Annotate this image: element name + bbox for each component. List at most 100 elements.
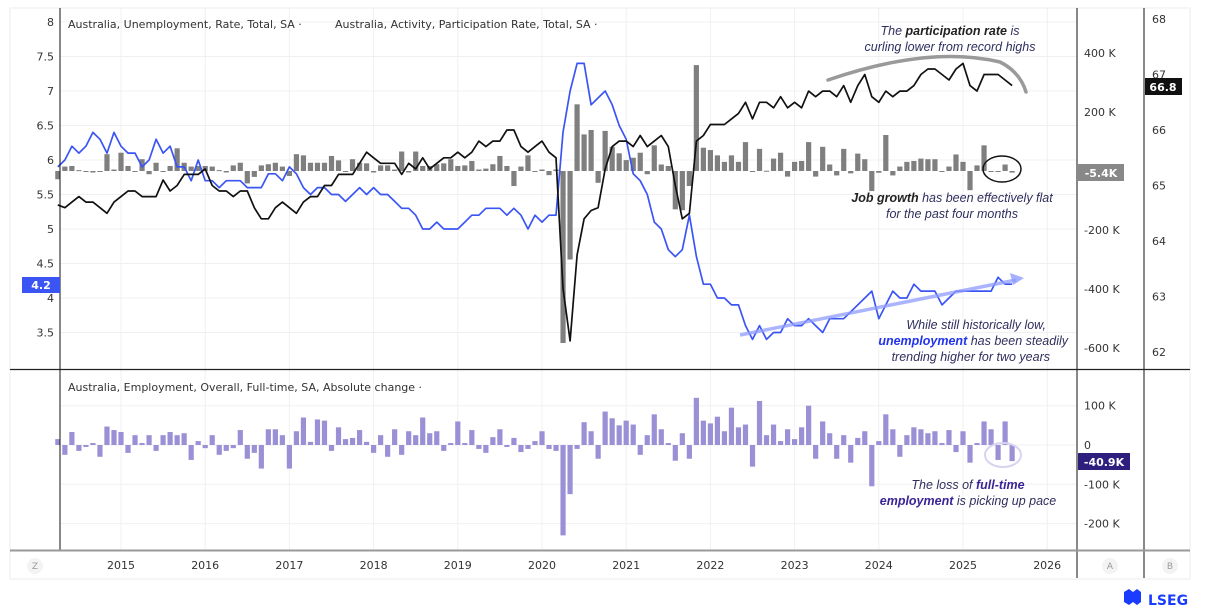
unemployment-last-label: 4.2 (31, 279, 51, 292)
scale-a-button[interactable]: A (1102, 558, 1118, 574)
fulltime-change-bar (742, 424, 749, 445)
scale-b-button[interactable]: B (1162, 558, 1178, 574)
fulltime-change-bar (300, 417, 307, 445)
job-change-bar (188, 166, 194, 171)
legend-fulltime[interactable]: Australia, Employment, Overall, Full-tim… (68, 381, 422, 394)
fulltime-change-bar (356, 430, 363, 445)
fulltime-change-bar (293, 431, 300, 445)
fulltime-change-bar (392, 429, 398, 445)
job-change-bar (862, 159, 868, 171)
fulltime-change-bar (385, 445, 391, 457)
job-change-bar (111, 169, 117, 171)
fulltime-change-bar (62, 445, 68, 455)
scale-b-label: B (1167, 562, 1173, 572)
fulltime-change-bar (104, 426, 110, 445)
fulltime-change-bar (567, 445, 573, 495)
job-change-bar (279, 166, 285, 171)
annotation-fulltime-line1: The loss of full-time (911, 478, 1024, 492)
fulltime-change-bar (286, 445, 292, 469)
job-change-bar (174, 148, 180, 171)
fulltime-change-bar (455, 421, 461, 445)
fulltime-change-bar (735, 427, 742, 445)
job-change-bar (314, 162, 321, 171)
fulltime-change-bar (497, 429, 503, 445)
left-scale-button[interactable]: Z (27, 558, 43, 574)
job-change-bar (820, 146, 826, 171)
annotation-unemployment-line2: unemployment has been steadily (878, 334, 1068, 348)
fulltime-change-bar (728, 407, 735, 445)
right-a-tick-label: 200 K (1084, 106, 1116, 119)
x-tick-label: 2026 (1033, 559, 1061, 572)
job-growth-circle-annotation (982, 155, 1022, 183)
job-change-bar (869, 171, 875, 192)
annotation-unemployment-line3: trending higher for two years (892, 350, 1050, 364)
job-change-bar (770, 158, 777, 171)
fulltime-change-bar (230, 445, 236, 449)
right-b-tick-label: 63 (1152, 291, 1166, 304)
left-tick-label: 5.5 (37, 189, 55, 202)
lseg-logo: LSEG (1124, 589, 1188, 609)
job-change-bar (686, 171, 692, 187)
fulltime-change-bar (413, 435, 419, 445)
scale-a-label: A (1107, 562, 1114, 572)
fulltime-change-bar (420, 417, 426, 445)
jobs-last-label-bg (1078, 164, 1124, 181)
bottom-tick-label: -200 K (1084, 518, 1120, 531)
annotation-jobs-line2: for the past four months (886, 207, 1018, 221)
fulltime-change-bar (721, 431, 728, 445)
fulltime-change-bar (314, 419, 321, 445)
fulltime-change-bar (209, 435, 215, 445)
jobs-last-label: -5.4K (1085, 167, 1118, 180)
fulltime-change-bar (637, 445, 643, 455)
fulltime-change-bar (799, 427, 805, 445)
fulltime-change-bar (167, 432, 173, 445)
job-change-bar (307, 162, 314, 171)
left-scale-label: Z (32, 562, 38, 572)
fulltime-change-bar (441, 445, 447, 451)
legend-participation[interactable]: Australia, Activity, Participation Rate,… (335, 18, 598, 31)
fulltime-change-bar (469, 430, 475, 445)
left-tick-label: 3.5 (37, 327, 55, 340)
job-change-bar (230, 165, 236, 171)
x-tick-label: 2020 (528, 559, 556, 572)
job-change-bar (497, 155, 503, 171)
fulltime-change-bar (525, 445, 531, 449)
fulltime-change-bar (307, 441, 314, 445)
fulltime-change-bar (216, 445, 222, 455)
axis-ticks: 2015 2016 2017 2018 2019 2020 2021 2022 2023 2024… (37, 13, 1167, 572)
job-change-bar (883, 135, 889, 171)
job-change-bar (518, 166, 524, 171)
fulltime-change-bar (279, 435, 285, 445)
legend-unemployment[interactable]: Australia, Unemployment, Rate, Total, SA… (68, 18, 302, 31)
left-tick-label: 4.5 (37, 258, 55, 271)
fulltime-change-bar (476, 445, 482, 449)
job-change-bar (132, 171, 138, 172)
fulltime-change-bar (876, 441, 882, 445)
job-change-bar (209, 166, 215, 171)
bottom-tick-label: 0 (1084, 439, 1091, 452)
fulltime-change-bar (883, 414, 889, 445)
job-change-bar (560, 171, 566, 343)
fulltime-change-bar (406, 431, 412, 445)
right-b-tick-label: 65 (1152, 180, 1166, 193)
right-b-tick-label: 62 (1152, 346, 1166, 359)
fulltime-change-bar (953, 445, 959, 453)
fulltime-change-bar (342, 439, 349, 445)
job-change-bar (707, 150, 713, 171)
x-tick-label: 2023 (781, 559, 809, 572)
annotation-fulltime-line2: employment is picking up pace (880, 494, 1057, 508)
fulltime-change-bar (756, 400, 763, 445)
fulltime-change-bar (967, 445, 973, 463)
fulltime-change-bar (609, 418, 615, 445)
fulltime-change-bar (244, 445, 250, 459)
job-change-bar (988, 171, 994, 172)
fulltime-change-bar (139, 443, 145, 445)
job-change-bar (97, 171, 103, 172)
fulltime-change-bar (321, 420, 328, 445)
fulltime-change-bar (763, 435, 770, 445)
job-change-bar (672, 171, 678, 210)
fulltime-change-bar (553, 445, 559, 451)
job-change-bar (932, 159, 938, 171)
fulltime-change-bar (602, 411, 608, 445)
